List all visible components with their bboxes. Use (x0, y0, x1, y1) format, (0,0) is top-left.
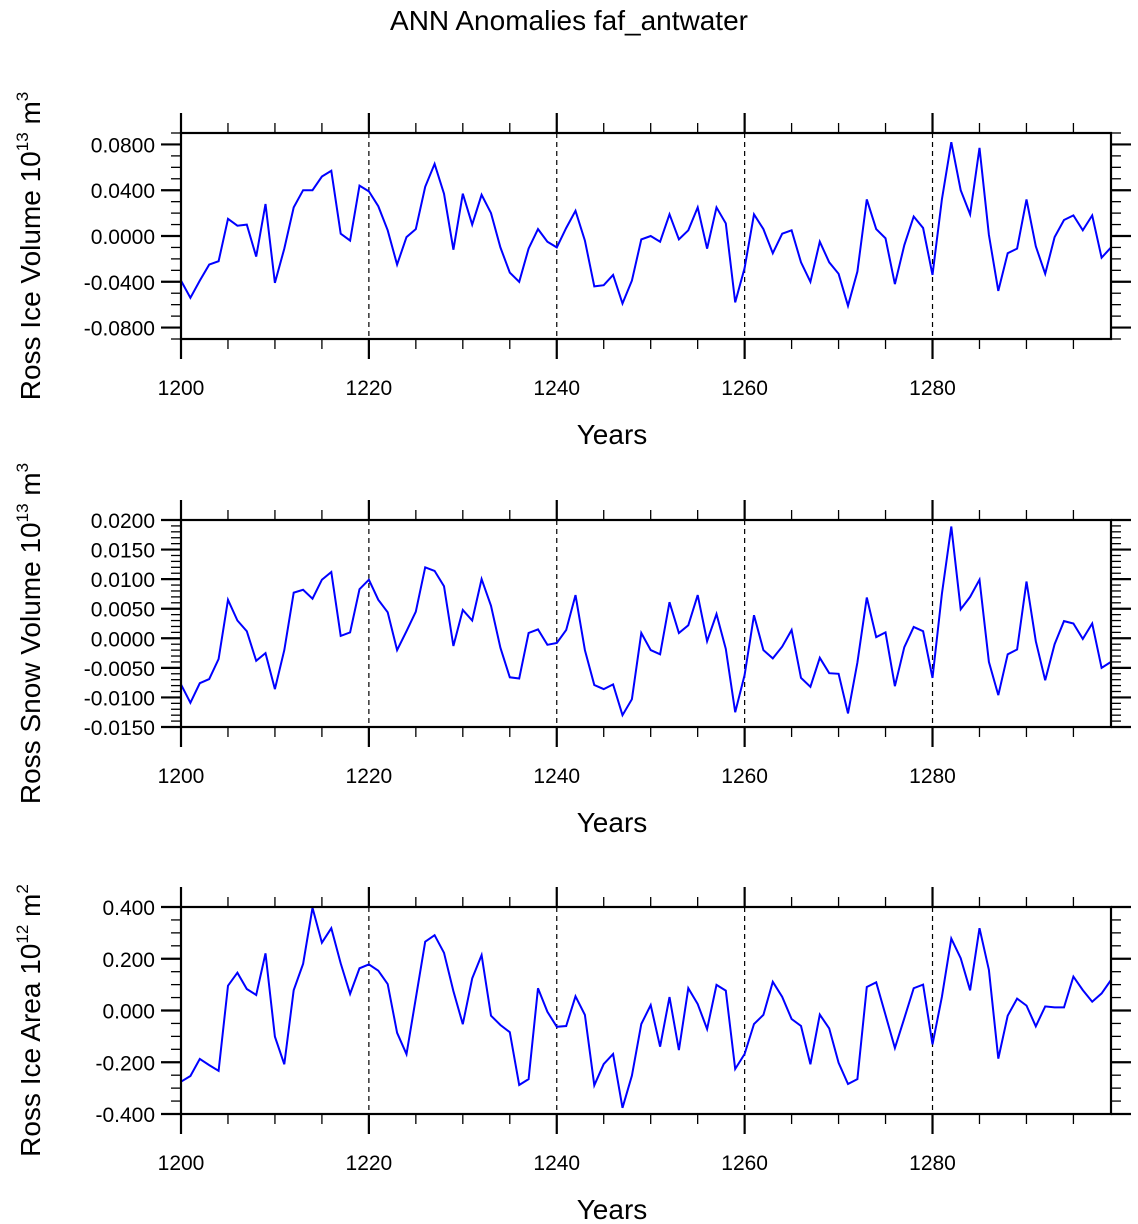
x-tick-label: 1280 (909, 1152, 956, 1175)
y-axis-title-prefix: Ross Snow Volume 10 (15, 522, 46, 804)
y-tick-label: -0.0100 (84, 687, 155, 710)
y-tick-label: -0.0800 (84, 318, 155, 341)
panel-2: 1200 1220 1240 1260 1280 -0.0150 -0.0100 -0.005… (13, 463, 1131, 838)
series-line (180, 907, 1112, 1109)
x-axis-title: Years (577, 419, 648, 450)
x-axis-title: Years (577, 807, 648, 838)
y-axis-title-unit-exponent: 3 (13, 92, 32, 101)
series-line (180, 526, 1112, 718)
y-tick-label: -0.400 (95, 1104, 155, 1127)
y-tick-label: -0.0400 (84, 272, 155, 295)
y-axis-title-unit: m (15, 472, 46, 503)
x-tick-label: 1260 (721, 765, 768, 788)
y-tick-label: -0.0050 (84, 658, 155, 681)
y-axis-title-prefix: Ross Ice Volume 10 (15, 151, 46, 400)
x-tick-label: 1220 (346, 377, 393, 400)
y-tick-label: -0.200 (95, 1052, 155, 1075)
x-tick-label: 1200 (158, 377, 205, 400)
plot-frame (179, 518, 1113, 729)
y-axis-title-exponent: 13 (13, 503, 32, 522)
y-axis-title: Ross Snow Volume 1013 m3 (13, 463, 46, 804)
panel-3: 1200 1220 1240 1260 1280 -0.400 -0.200 0.000 0.2… (13, 884, 1131, 1224)
y-tick-label: 0.000 (102, 1001, 155, 1024)
x-tick-label: 1220 (346, 765, 393, 788)
y-axis-title: Ross Ice Area 1012 m2 (13, 884, 46, 1157)
x-tick-label: 1260 (721, 377, 768, 400)
figure-title: ANN Anomalies faf_antwater (390, 5, 748, 36)
y-axis-title-unit: m (15, 894, 46, 925)
y-tick-label: 0.200 (102, 949, 155, 972)
y-tick-label: 0.0050 (91, 599, 155, 622)
x-tick-label: 1240 (533, 377, 580, 400)
series-line (180, 142, 1112, 310)
y-axis-title-unit: m (15, 101, 46, 132)
x-tick-label: 1260 (721, 1152, 768, 1175)
y-tick-label: -0.0150 (84, 717, 155, 740)
x-tick-label: 1200 (158, 765, 205, 788)
x-tick-label: 1240 (533, 765, 580, 788)
x-tick-label: 1240 (533, 1152, 580, 1175)
x-tick-label: 1220 (346, 1152, 393, 1175)
y-axis-title-exponent: 13 (13, 132, 32, 151)
y-tick-label: 0.0400 (91, 180, 155, 203)
panel-1: 1200 1220 1240 1260 1280 -0.0800 -0.0400 0.0000… (13, 92, 1131, 450)
y-tick-label: 0.0000 (91, 226, 155, 249)
y-axis-title-exponent: 12 (13, 925, 32, 944)
y-tick-label: 0.0150 (91, 540, 155, 563)
y-axis-title-unit-exponent: 3 (13, 463, 32, 472)
plot-frame (179, 131, 1113, 341)
y-tick-label: 0.0000 (91, 628, 155, 651)
y-axis-title-unit-exponent: 2 (13, 884, 32, 893)
y-axis-title-prefix: Ross Ice Area 10 (15, 944, 46, 1157)
x-tick-label: 1280 (909, 765, 956, 788)
y-tick-label: 0.0100 (91, 569, 155, 592)
x-tick-label: 1280 (909, 377, 956, 400)
y-tick-label: 0.400 (102, 897, 155, 920)
x-tick-label: 1200 (158, 1152, 205, 1175)
y-axis-title: Ross Ice Volume 1013 m3 (13, 92, 46, 401)
x-axis-title: Years (577, 1194, 648, 1224)
y-tick-label: 0.0200 (91, 510, 155, 533)
y-tick-label: 0.0800 (91, 134, 155, 157)
